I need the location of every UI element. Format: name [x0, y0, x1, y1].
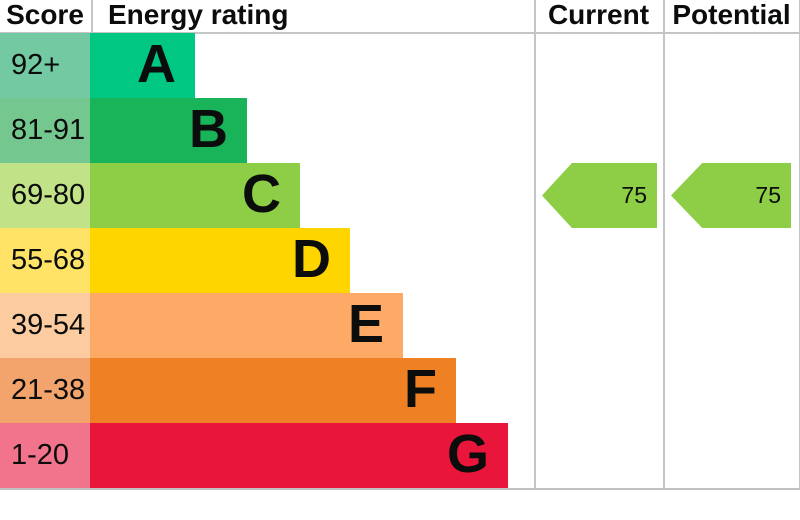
band-score-range: 21-38 [0, 358, 90, 423]
band-row-d: 55-68 D [0, 228, 534, 293]
band-letter: A [137, 34, 176, 94]
band-score-range: 39-54 [0, 293, 90, 358]
potential-column-divider [663, 0, 665, 489]
band-bar-c: C [90, 163, 300, 228]
band-letter: C [242, 164, 281, 224]
band-letter: D [292, 229, 331, 289]
band-row-c: 69-80 C [0, 163, 534, 228]
band-bar-g: G [90, 423, 508, 488]
band-row-a: 92+ A [0, 33, 534, 98]
header-divider-line [0, 32, 800, 34]
current-rating-arrow: 75 [542, 163, 657, 228]
band-bar-b: B [90, 98, 247, 163]
chart-bottom-line [0, 488, 800, 490]
band-bar-e: E [90, 293, 403, 358]
current-column-divider [534, 0, 536, 489]
band-row-e: 39-54 E [0, 293, 534, 358]
current-rating-value: 75 [621, 182, 647, 208]
band-row-b: 81-91 B [0, 98, 534, 163]
band-row-f: 21-38 F [0, 358, 534, 423]
band-bar-d: D [90, 228, 350, 293]
band-bar-f: F [90, 358, 456, 423]
band-score-range: 69-80 [0, 163, 90, 228]
current-column-header: Current [547, 0, 650, 30]
potential-rating-value: 75 [755, 182, 781, 208]
energy-rating-column-header: Energy rating [108, 0, 289, 30]
score-column-header: Score [6, 0, 84, 30]
potential-column-header: Potential [672, 0, 791, 30]
band-letter: F [404, 359, 437, 419]
right-border-line [798, 0, 800, 489]
band-bar-a: A [90, 33, 195, 98]
band-score-range: 1-20 [0, 423, 90, 488]
band-letter: B [189, 99, 228, 159]
band-score-range: 81-91 [0, 98, 90, 163]
band-letter: G [446, 424, 489, 484]
band-row-g: 1-20 G [0, 423, 534, 488]
band-score-range: 92+ [0, 33, 90, 98]
chart-header-row: Score Energy rating Current Potential [0, 0, 800, 33]
band-score-range: 55-68 [0, 228, 90, 293]
band-letter: E [347, 294, 384, 354]
score-column-divider [91, 0, 93, 32]
potential-rating-arrow: 75 [671, 163, 791, 228]
